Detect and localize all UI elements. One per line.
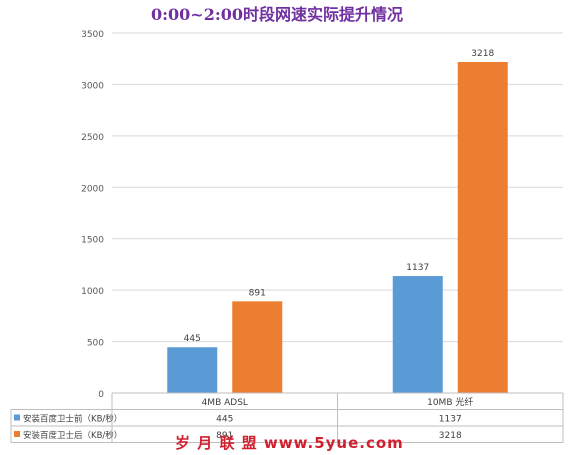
y-tick-label: 3500 <box>81 30 104 40</box>
y-tick-label: 1500 <box>81 236 104 246</box>
y-tick-label: 2000 <box>81 184 104 194</box>
y-tick-label: 0 <box>98 390 104 400</box>
bars <box>167 62 508 394</box>
bar <box>167 347 218 393</box>
y-tick-label: 1000 <box>81 287 104 297</box>
bar <box>232 301 283 393</box>
data-label: 891 <box>249 288 266 298</box>
table-cell: 445 <box>216 415 233 425</box>
y-tick-label: 2500 <box>81 133 104 143</box>
bar <box>392 276 443 393</box>
table-cell: 3218 <box>439 431 462 441</box>
legend-label: 安装百度卫士前（KB/秒） <box>23 414 122 425</box>
data-labels: 445 891 1137 3218 <box>184 49 495 344</box>
y-tick-label: 500 <box>87 339 104 349</box>
bar <box>457 62 508 394</box>
table-cell: 891 <box>216 431 233 441</box>
data-label: 1137 <box>406 263 429 273</box>
y-axis-tick-labels: 0 500 1000 1500 2000 2500 3000 3500 <box>81 30 104 400</box>
table-cell: 1137 <box>439 415 462 425</box>
watermark: 岁 月 联 盟 www.5yue.com <box>175 434 404 452</box>
data-label: 3218 <box>471 49 494 59</box>
legend-key <box>14 414 20 421</box>
gridlines <box>112 32 563 394</box>
category-label: 4MB ADSL <box>202 398 248 408</box>
chart-title: 0:00~2:00时段网速实际提升情况 <box>151 5 403 24</box>
data-label: 445 <box>184 334 201 344</box>
y-tick-label: 3000 <box>81 81 104 91</box>
category-label: 10MB 光纤 <box>427 396 473 408</box>
legend-label: 安装百度卫士后（KB/秒） <box>23 430 122 441</box>
legend-key <box>14 431 20 437</box>
